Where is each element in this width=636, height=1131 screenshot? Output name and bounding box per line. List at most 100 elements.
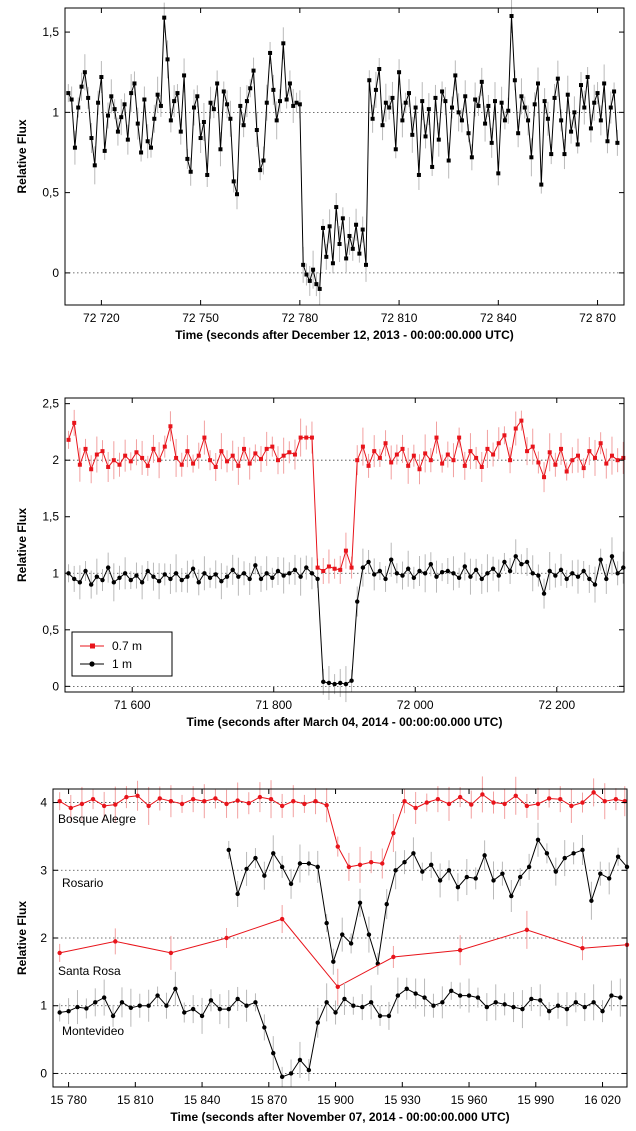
data-point (559, 446, 564, 451)
data-point (225, 102, 230, 107)
data-point (298, 435, 303, 440)
data-point (122, 571, 128, 576)
data-point (598, 118, 603, 123)
data-point (426, 107, 431, 112)
data-point (602, 81, 607, 86)
data-point (430, 164, 435, 169)
station-label: Montevideo (62, 1024, 124, 1038)
data-point (602, 798, 607, 804)
legend-marker (90, 643, 95, 649)
data-point (244, 99, 249, 104)
data-point (405, 566, 411, 571)
data-point (111, 458, 116, 463)
data-point (436, 137, 441, 142)
data-point (106, 464, 111, 469)
data-point (182, 73, 187, 78)
data-point (383, 100, 388, 105)
data-point (440, 89, 445, 94)
data-point (553, 869, 559, 874)
data-point (205, 172, 210, 177)
data-point (360, 227, 365, 232)
data-point (124, 794, 129, 800)
data-point (513, 793, 518, 798)
data-point (476, 103, 481, 108)
data-point (496, 441, 501, 446)
data-point (564, 1006, 570, 1012)
data-point (440, 1000, 445, 1005)
x-tick-label: 71 600 (114, 698, 151, 712)
data-point (344, 256, 349, 261)
data-point (292, 452, 297, 457)
data-point (324, 803, 329, 808)
data-point (581, 466, 586, 471)
y-tick-label: 3 (40, 863, 47, 877)
data-point (254, 128, 259, 133)
data-point (162, 572, 167, 577)
data-point (208, 998, 214, 1003)
data-point (315, 565, 320, 570)
x-tick-label: 15 930 (384, 1093, 421, 1107)
data-point (473, 97, 478, 102)
y-tick-label: 1,5 (42, 510, 59, 524)
y-tick-label: 2 (40, 931, 47, 945)
data-point (306, 861, 312, 866)
data-point (173, 571, 179, 576)
data-point (152, 116, 157, 121)
data-point (404, 986, 409, 991)
data-point (330, 261, 335, 266)
data-point (389, 460, 394, 465)
data-point (368, 1000, 374, 1005)
data-point (208, 100, 213, 105)
data-point (259, 457, 264, 462)
data-point (511, 1004, 516, 1010)
data-point (449, 988, 454, 994)
data-point (253, 451, 258, 456)
data-point (174, 455, 179, 460)
y-axis-label: Relative Flux (15, 119, 29, 193)
data-point (75, 1004, 80, 1010)
legend-box (71, 631, 173, 677)
data-point (609, 453, 614, 458)
data-point (79, 801, 85, 807)
data-point (615, 854, 621, 859)
data-point (213, 572, 218, 577)
data-point (132, 81, 137, 86)
data-point (580, 800, 585, 805)
data-point (208, 458, 213, 463)
data-point (360, 565, 366, 570)
data-point (529, 155, 534, 160)
y-axis-label: Relative Flux (15, 901, 29, 975)
data-point (592, 582, 598, 587)
data-point (291, 798, 296, 804)
data-point (113, 802, 118, 807)
data-point (247, 576, 252, 582)
data-point (262, 873, 267, 878)
data-point (509, 14, 514, 19)
data-point (384, 901, 389, 907)
x-tick-label: 72 840 (480, 311, 517, 325)
data-point (558, 567, 564, 573)
data-point (377, 455, 382, 460)
data-point (587, 576, 592, 582)
series-line (228, 838, 628, 964)
series-line (59, 791, 625, 868)
data-point (179, 577, 184, 583)
data-point (569, 803, 574, 809)
data-point (431, 1003, 436, 1008)
data-point (542, 475, 547, 480)
series-1 (66, 0, 620, 305)
data-point (146, 1003, 151, 1008)
data-point (178, 129, 183, 134)
chart-panel-1: 72 720 72 750 72 780 72 810 72 840 72 870 0 0,5… (15, 0, 625, 342)
data-point (571, 851, 576, 856)
data-point (110, 1013, 116, 1019)
data-point (360, 1004, 365, 1010)
data-point (372, 572, 377, 577)
data-point (518, 874, 523, 880)
data-point (68, 805, 73, 811)
data-point (168, 798, 174, 804)
data-point (507, 568, 513, 574)
data-point (499, 100, 504, 105)
data-point (502, 118, 507, 123)
plot-frame (64, 397, 625, 693)
